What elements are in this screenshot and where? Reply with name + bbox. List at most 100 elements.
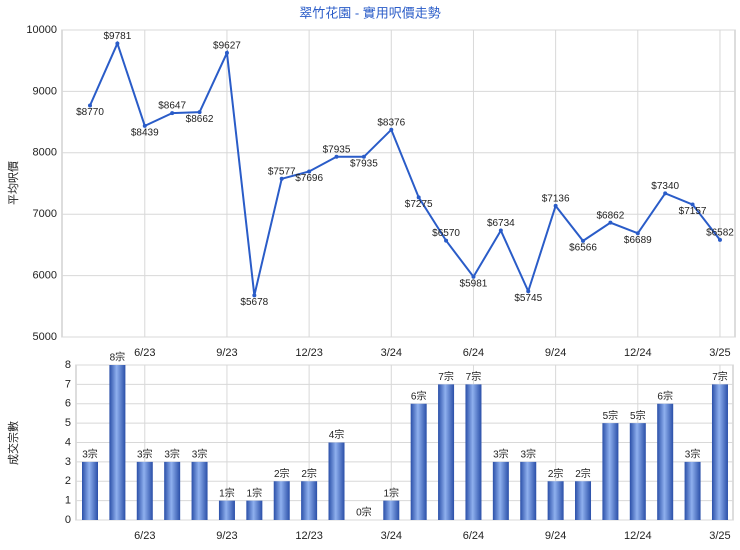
data-label: $8662: [186, 114, 214, 125]
bar: [328, 442, 345, 520]
data-label: $9781: [103, 31, 131, 42]
bar: [246, 500, 263, 520]
point: [690, 202, 695, 207]
data-label: 3宗: [520, 448, 536, 461]
line: [89, 40, 721, 296]
data-label: 7宗: [438, 370, 454, 383]
y-tick-label: 0: [65, 514, 71, 526]
bar: [218, 500, 235, 520]
data-label: $7577: [268, 166, 296, 177]
data-label: $8376: [377, 117, 405, 128]
bar: [136, 461, 153, 520]
data-label: $7136: [542, 193, 570, 204]
data-label: 2宗: [274, 467, 290, 480]
y-tick-label: 10000: [26, 24, 57, 36]
bar: [657, 403, 674, 520]
x-tick-label: 9/23: [216, 530, 237, 542]
point: [279, 176, 284, 181]
point: [361, 154, 366, 159]
point: [88, 103, 92, 108]
x-tick-label: 9/24: [545, 530, 566, 542]
data-label: 2宗: [575, 467, 591, 480]
y-tick-label: 6000: [33, 270, 57, 282]
y-tick-label: 6: [65, 398, 71, 410]
data-label: 5宗: [603, 409, 619, 422]
data-label: 1宗: [384, 486, 400, 499]
bar: [438, 384, 455, 520]
point: [416, 195, 421, 200]
point: [224, 50, 229, 55]
data-label: 5宗: [630, 409, 646, 422]
x-tick-label: 9/23: [216, 347, 237, 359]
y-tick-label: 9000: [33, 85, 57, 97]
data-label: $7696: [295, 173, 323, 184]
point: [389, 127, 394, 132]
bar: [109, 365, 126, 520]
y-tick-label: 8000: [33, 147, 57, 159]
y-tick-label: 5: [65, 417, 71, 429]
data-label: $6582: [706, 228, 734, 239]
data-label: $6734: [487, 218, 515, 229]
data-label: 7宗: [466, 370, 482, 383]
data-label: $6566: [569, 242, 597, 253]
point: [115, 41, 120, 46]
point: [526, 289, 531, 294]
data-label: 3宗: [493, 448, 509, 461]
y-axis-label: 成交宗數: [6, 421, 20, 465]
chart-title: 翠竹花園 - 實用呎價走勢: [299, 5, 441, 20]
bar: [410, 403, 427, 520]
data-label: $6862: [597, 210, 625, 221]
point: [717, 237, 722, 242]
y-axis-label: 平均呎價: [6, 161, 20, 205]
data-label: 1宗: [247, 486, 263, 499]
bar: [82, 461, 98, 520]
point: [635, 231, 640, 236]
data-label: 3宗: [685, 448, 701, 461]
data-label: 3宗: [137, 448, 153, 461]
data-label: $5745: [514, 293, 542, 304]
point: [142, 123, 147, 128]
data-label: 7宗: [712, 370, 728, 383]
data-label: $7275: [405, 199, 433, 210]
bar: [465, 384, 482, 520]
x-tick-label: 12/23: [295, 530, 323, 542]
data-label: 1宗: [219, 486, 235, 499]
data-label: $7935: [350, 158, 378, 169]
bar: [164, 461, 181, 520]
data-label: $6570: [432, 228, 460, 239]
data-label: $7935: [323, 144, 351, 155]
bar: [492, 461, 509, 520]
y-tick-label: 5000: [33, 331, 57, 343]
y-tick-label: 4: [65, 436, 71, 448]
data-label: 6宗: [657, 389, 673, 402]
x-tick-label: 6/23: [134, 530, 155, 542]
y-tick-label: 2: [65, 475, 71, 487]
y-tick-label: 1: [65, 495, 71, 507]
bar: [547, 481, 564, 520]
x-tick-label: 3/24: [381, 530, 402, 542]
point: [498, 228, 503, 233]
data-label: 4宗: [329, 428, 345, 441]
point: [334, 154, 339, 159]
point: [663, 191, 668, 196]
data-label: 2宗: [301, 467, 317, 480]
bar: [273, 481, 290, 520]
x-tick-label: 12/23: [295, 347, 323, 359]
bar: [575, 481, 592, 520]
bar: [301, 481, 318, 520]
x-tick-label: 3/24: [381, 347, 402, 359]
x-tick-label: 6/24: [463, 530, 484, 542]
bar: [191, 461, 208, 520]
point: [553, 203, 558, 208]
data-label: $5981: [460, 278, 488, 289]
y-tick-label: 8: [65, 359, 71, 371]
data-label: 3宗: [164, 448, 180, 461]
y-tick-label: 7: [65, 378, 71, 390]
y-tick-label: 7000: [33, 208, 57, 220]
bar: [602, 423, 619, 520]
data-label: $8647: [158, 101, 186, 112]
point: [197, 110, 202, 115]
point: [170, 111, 175, 116]
data-label: 3宗: [192, 448, 208, 461]
